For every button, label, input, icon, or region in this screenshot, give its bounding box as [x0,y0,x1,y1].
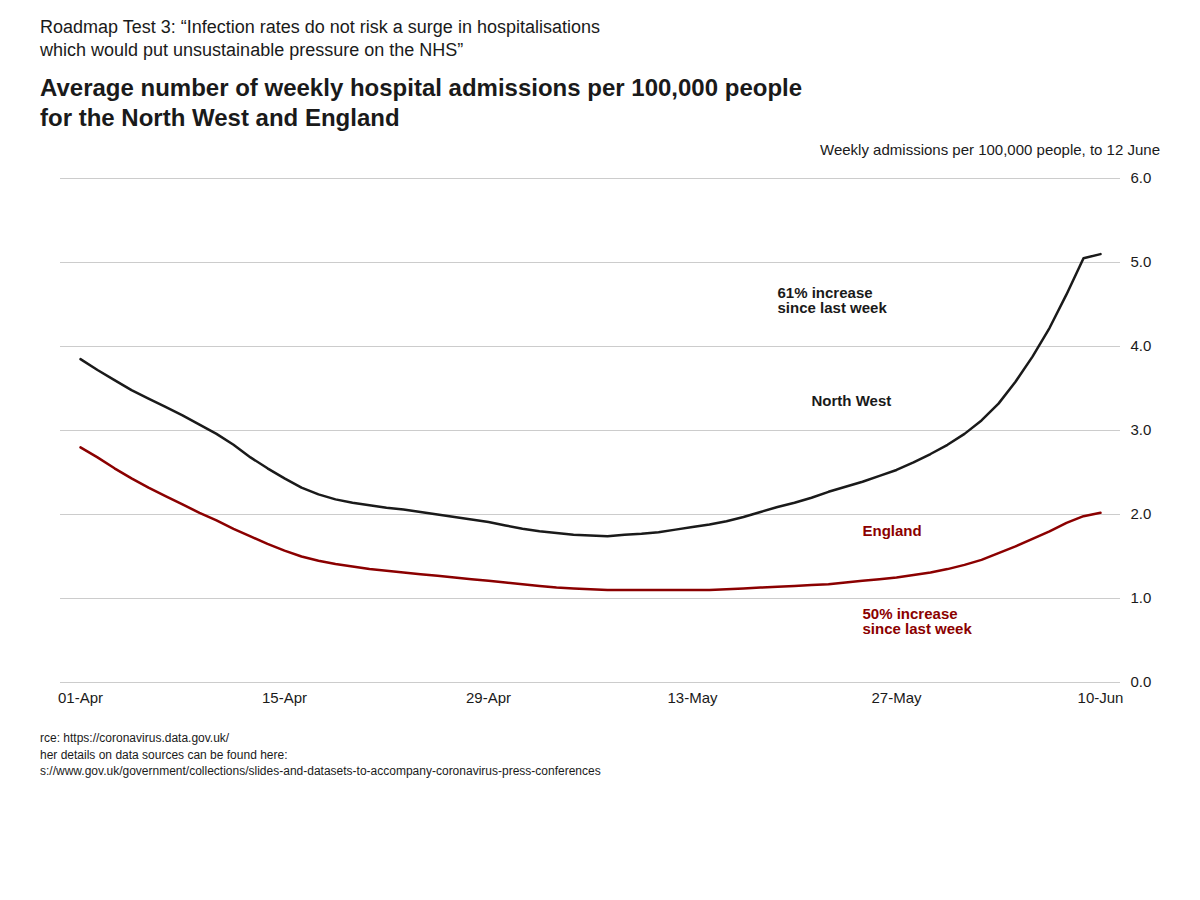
svg-text:6.0: 6.0 [1131,169,1152,186]
html-text:rce: https://coronavirus.data.: rce: https://coronavirus.data.gov.uk/ [40,730,230,745]
svg-text:1.0: 1.0 [1131,589,1152,606]
svg-text:01-Apr: 01-Apr [58,689,103,706]
html-text:Average number of weekly hospi: Average number of weekly hospital admiss… [40,73,803,131]
svg-text:50% increasesince last week: 50% increasesince last week [863,605,973,637]
svg-text:4.0: 4.0 [1131,337,1152,354]
svg-text:15-Apr: 15-Apr [262,689,307,706]
svg-text:29-Apr: 29-Apr [466,689,511,706]
svg-text:5.0: 5.0 [1131,253,1152,270]
svg-text:27-May: 27-May [871,689,922,706]
html-text:her details on data sources ca: her details on data sources can be found… [40,747,288,762]
svg-text:0.0: 0.0 [1131,673,1152,690]
svg-text:England: England [863,522,922,539]
svg-text:10-Jun: 10-Jun [1078,689,1124,706]
svg-text:13-May: 13-May [667,689,718,706]
html-text:s://www.gov.uk/government/coll: s://www.gov.uk/government/collections/sl… [40,764,601,779]
svg-text:North West: North West [812,392,892,409]
svg-text:3.0: 3.0 [1131,421,1152,438]
html-text:Weekly admissions per 100,000: Weekly admissions per 100,000 people, to… [820,140,1160,158]
svg-text:2.0: 2.0 [1131,505,1152,522]
svg-text:61% increasesince last week: 61% increasesince last week [778,284,888,316]
html-text:Roadmap Test 3: “Infection rat: Roadmap Test 3: “Infection rates do not … [40,17,600,61]
